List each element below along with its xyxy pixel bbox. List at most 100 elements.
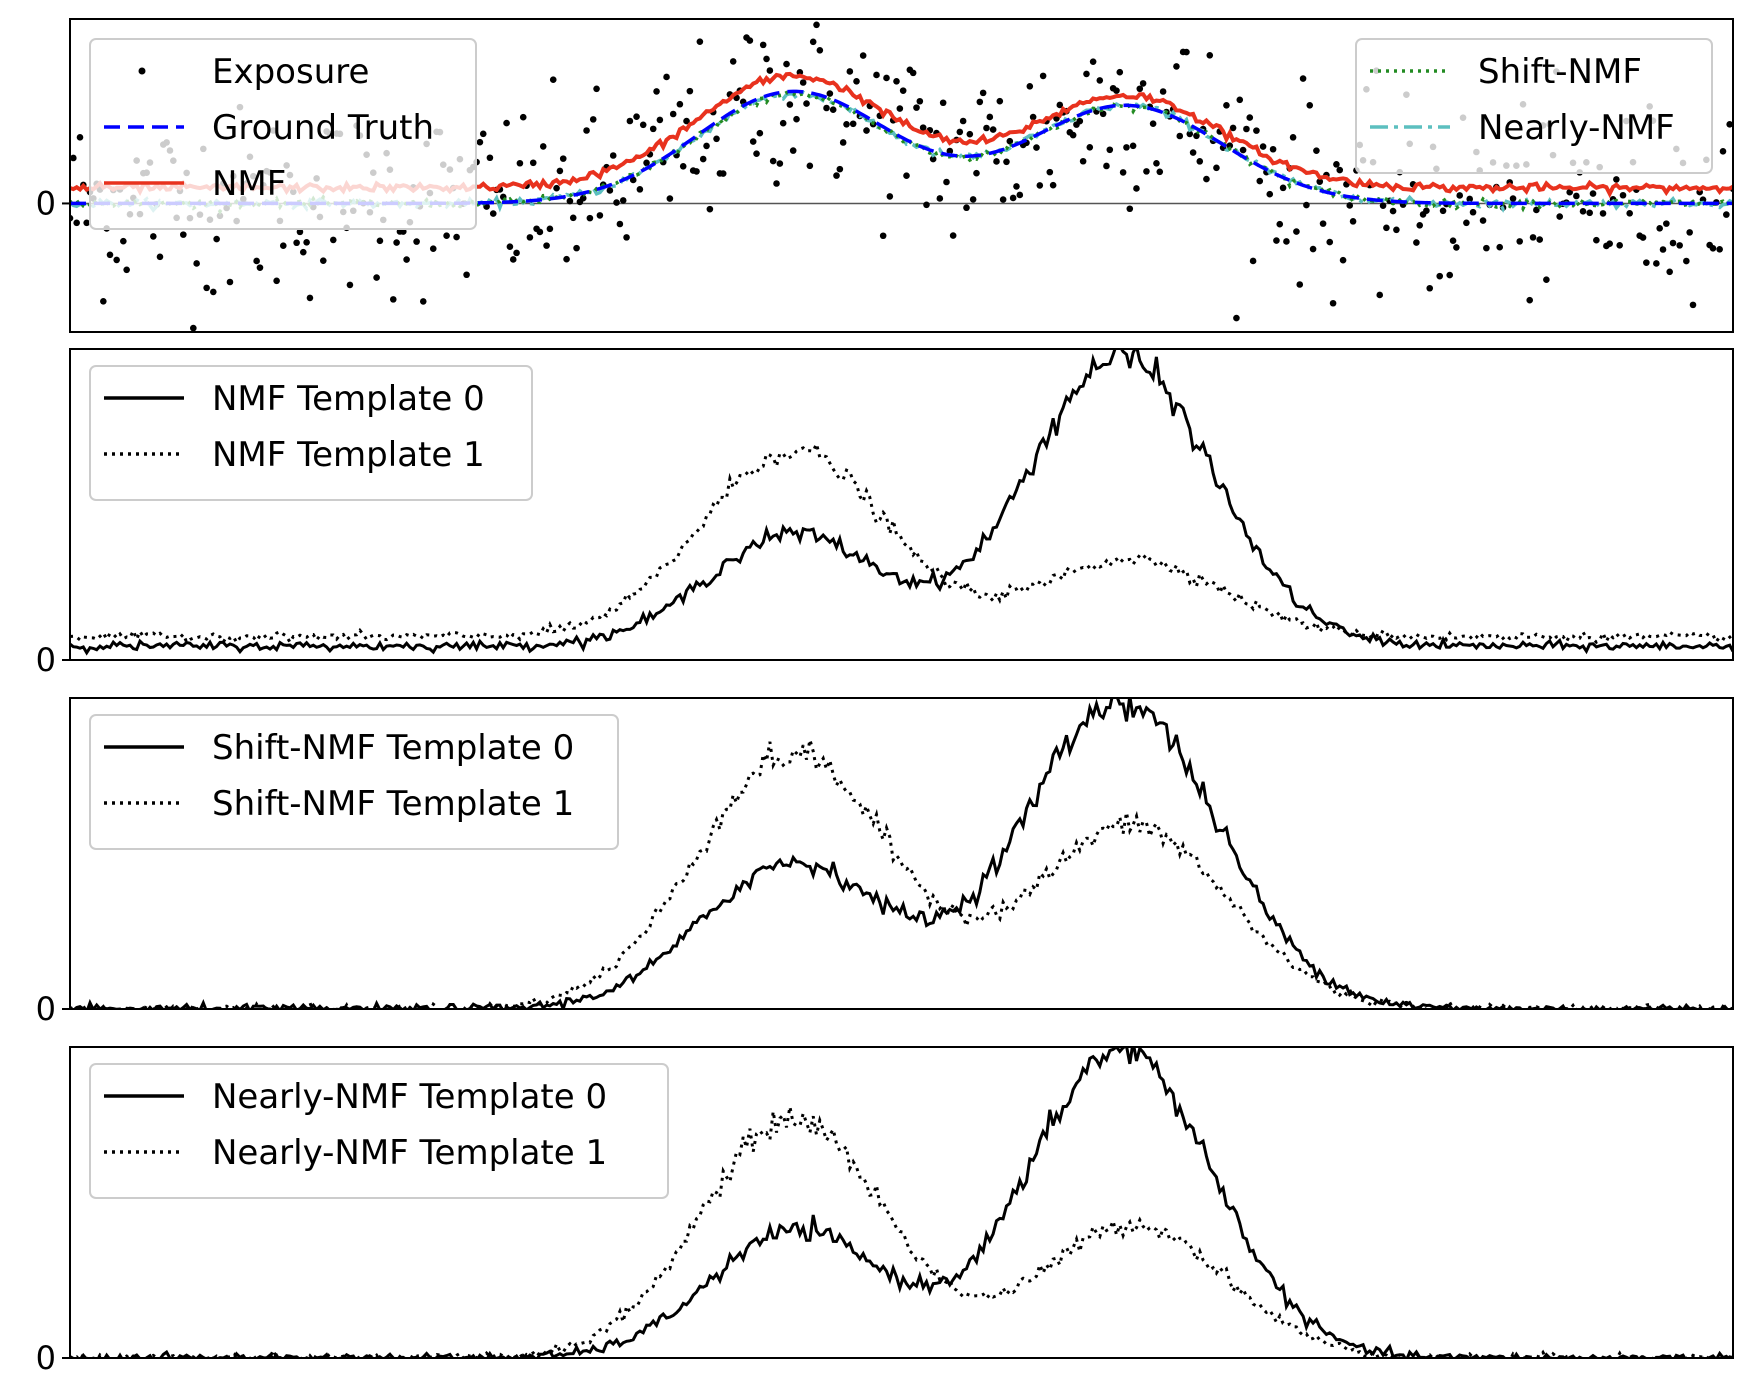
exposure-point <box>190 324 197 332</box>
exposure-point <box>1116 68 1124 76</box>
exposure-point <box>829 106 837 114</box>
exposure-point <box>946 147 954 155</box>
exposure-point <box>113 256 120 264</box>
exposure-point <box>1453 244 1460 251</box>
series-nmf-template-0 <box>70 349 1733 656</box>
exposure-point <box>1483 244 1490 252</box>
exposure-point <box>759 41 767 49</box>
exposure-point <box>293 239 300 247</box>
exposure-point <box>1139 80 1147 87</box>
exposure-point <box>1113 87 1120 94</box>
exposure-point <box>1389 207 1397 215</box>
exposure-point <box>849 120 857 128</box>
exposure-point <box>303 239 310 246</box>
series-nearly-nmf-template-1 <box>71 1106 1733 1358</box>
exposure-point <box>803 100 810 107</box>
exposure-point <box>1529 234 1537 241</box>
exposure-point <box>766 67 774 74</box>
exposure-point <box>899 87 907 94</box>
exposure-point <box>306 294 314 302</box>
exposure-point <box>100 297 107 305</box>
exposure-point <box>873 71 880 79</box>
exposure-point <box>799 79 807 86</box>
exposure-point <box>83 219 90 227</box>
exposure-point <box>156 253 164 261</box>
exposure-point <box>746 37 754 44</box>
exposure-point <box>1313 147 1320 154</box>
exposure-point <box>1689 301 1697 309</box>
exposure-point <box>633 113 640 120</box>
exposure-point <box>1719 148 1727 155</box>
exposure-point <box>1423 207 1430 215</box>
plot-area-1 <box>70 349 1733 656</box>
exposure-point <box>609 152 617 159</box>
legend-box <box>89 365 533 501</box>
exposure-point <box>713 135 720 143</box>
axes-frame <box>69 18 1734 333</box>
exposure-point <box>883 74 890 82</box>
exposure-point <box>886 193 894 200</box>
exposure-point <box>823 104 830 112</box>
exposure-point <box>653 88 660 95</box>
exposure-point <box>1039 72 1047 80</box>
exposure-point <box>546 225 554 233</box>
exposure-point <box>299 248 307 256</box>
exposure-point <box>893 78 900 85</box>
exposure-point <box>1543 276 1550 284</box>
exposure-point <box>516 159 524 167</box>
exposure-point <box>1036 182 1044 189</box>
exposure-point <box>896 105 904 112</box>
axes-frame <box>69 1046 1734 1359</box>
exposure-point <box>923 201 930 209</box>
exposure-point <box>1349 218 1357 225</box>
exposure-point <box>429 245 437 253</box>
exposure-point <box>1613 176 1620 183</box>
exposure-point <box>1173 63 1180 70</box>
exposure-point <box>996 97 1004 105</box>
exposure-point <box>419 298 427 305</box>
exposure-point <box>573 244 580 252</box>
exposure-point <box>1046 168 1054 176</box>
exposure-point <box>1149 120 1157 128</box>
exposure-point <box>1226 142 1234 149</box>
exposure-point <box>526 234 534 241</box>
exposure-point <box>1643 259 1650 266</box>
exposure-point <box>949 232 957 239</box>
exposure-point <box>1249 257 1257 265</box>
exposure-point <box>1236 96 1244 104</box>
exposure-point <box>629 176 637 184</box>
exposure-point <box>749 138 757 145</box>
exposure-point <box>913 104 920 111</box>
panel-1: 0 NMF Template 0 NMF Template 1 <box>36 348 1734 679</box>
exposure-point <box>763 55 770 63</box>
exposure-point <box>106 251 114 259</box>
exposure-point <box>403 256 410 263</box>
exposure-point <box>1089 58 1097 65</box>
exposure-point <box>1479 217 1487 224</box>
exposure-point <box>1239 146 1247 154</box>
exposure-point <box>489 210 497 217</box>
exposure-point <box>1676 242 1683 249</box>
exposure-point <box>1309 245 1317 253</box>
exposure-point <box>1456 192 1464 199</box>
exposure-point <box>1123 144 1130 151</box>
exposure-point <box>639 121 647 129</box>
exposure-point <box>123 266 130 274</box>
exposure-point <box>1659 246 1667 253</box>
exposure-point <box>826 90 834 97</box>
exposure-point <box>1413 239 1420 246</box>
exposure-point <box>1096 77 1104 84</box>
exposure-point <box>1599 210 1607 217</box>
exposure-point <box>76 134 84 141</box>
exposure-point <box>536 228 544 236</box>
exposure-point <box>663 73 670 81</box>
exposure-point <box>1693 338 1700 345</box>
exposure-point <box>70 154 77 162</box>
legend-panel-2: Shift-NMF Template 0 Shift-NMF Template 1 <box>89 714 619 850</box>
y-tick-label: 0 <box>36 990 56 1028</box>
exposure-point <box>1069 131 1077 139</box>
exposure-point <box>1266 190 1274 198</box>
exposure-point <box>1279 184 1287 192</box>
exposure-point <box>150 233 157 240</box>
